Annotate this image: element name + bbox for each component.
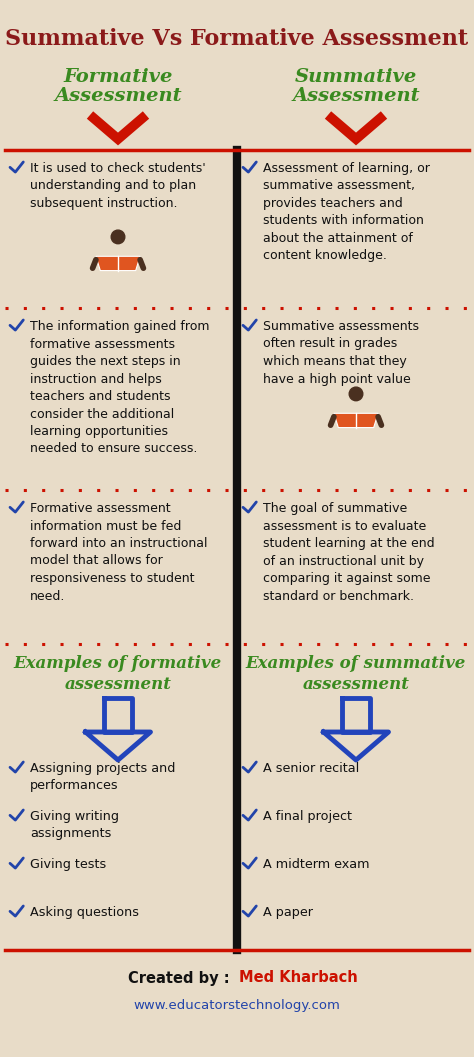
Text: A midterm exam: A midterm exam bbox=[263, 858, 370, 871]
Text: It is used to check students'
understanding and to plan
subsequent instruction.: It is used to check students' understand… bbox=[30, 162, 206, 210]
Text: Asking questions: Asking questions bbox=[30, 906, 139, 919]
Polygon shape bbox=[334, 413, 378, 428]
Text: The information gained from
formative assessments
guides the next steps in
instr: The information gained from formative as… bbox=[30, 320, 210, 456]
Text: Assessment of learning, or
summative assessment,
provides teachers and
students : Assessment of learning, or summative ass… bbox=[263, 162, 430, 262]
Text: Assessment: Assessment bbox=[292, 87, 420, 105]
Text: A paper: A paper bbox=[263, 906, 313, 919]
Text: Giving writing
assignments: Giving writing assignments bbox=[30, 810, 119, 839]
Text: Summative assessments
often result in grades
which means that they
have a high p: Summative assessments often result in gr… bbox=[263, 320, 419, 386]
Text: Formative assessment
information must be fed
forward into an instructional
model: Formative assessment information must be… bbox=[30, 502, 208, 602]
Text: Created by :: Created by : bbox=[128, 970, 235, 985]
Circle shape bbox=[111, 230, 125, 244]
Polygon shape bbox=[96, 256, 140, 271]
Text: A final project: A final project bbox=[263, 810, 352, 823]
Text: Summative: Summative bbox=[295, 68, 417, 86]
Text: Formative: Formative bbox=[64, 68, 173, 86]
Text: The goal of summative
assessment is to evaluate
student learning at the end
of a: The goal of summative assessment is to e… bbox=[263, 502, 435, 602]
Text: Assigning projects and
performances: Assigning projects and performances bbox=[30, 762, 175, 792]
Text: www.educatorstechnology.com: www.educatorstechnology.com bbox=[134, 999, 340, 1012]
Circle shape bbox=[349, 387, 363, 401]
Text: Assessment: Assessment bbox=[54, 87, 182, 105]
Text: Giving tests: Giving tests bbox=[30, 858, 106, 871]
Text: Med Kharbach: Med Kharbach bbox=[239, 970, 358, 985]
Text: Summative Vs Formative Assessment: Summative Vs Formative Assessment bbox=[5, 27, 469, 50]
Text: Examples of summative
assessment: Examples of summative assessment bbox=[246, 655, 466, 693]
Text: Examples of formative
assessment: Examples of formative assessment bbox=[14, 655, 222, 693]
Text: A senior recital: A senior recital bbox=[263, 762, 359, 775]
